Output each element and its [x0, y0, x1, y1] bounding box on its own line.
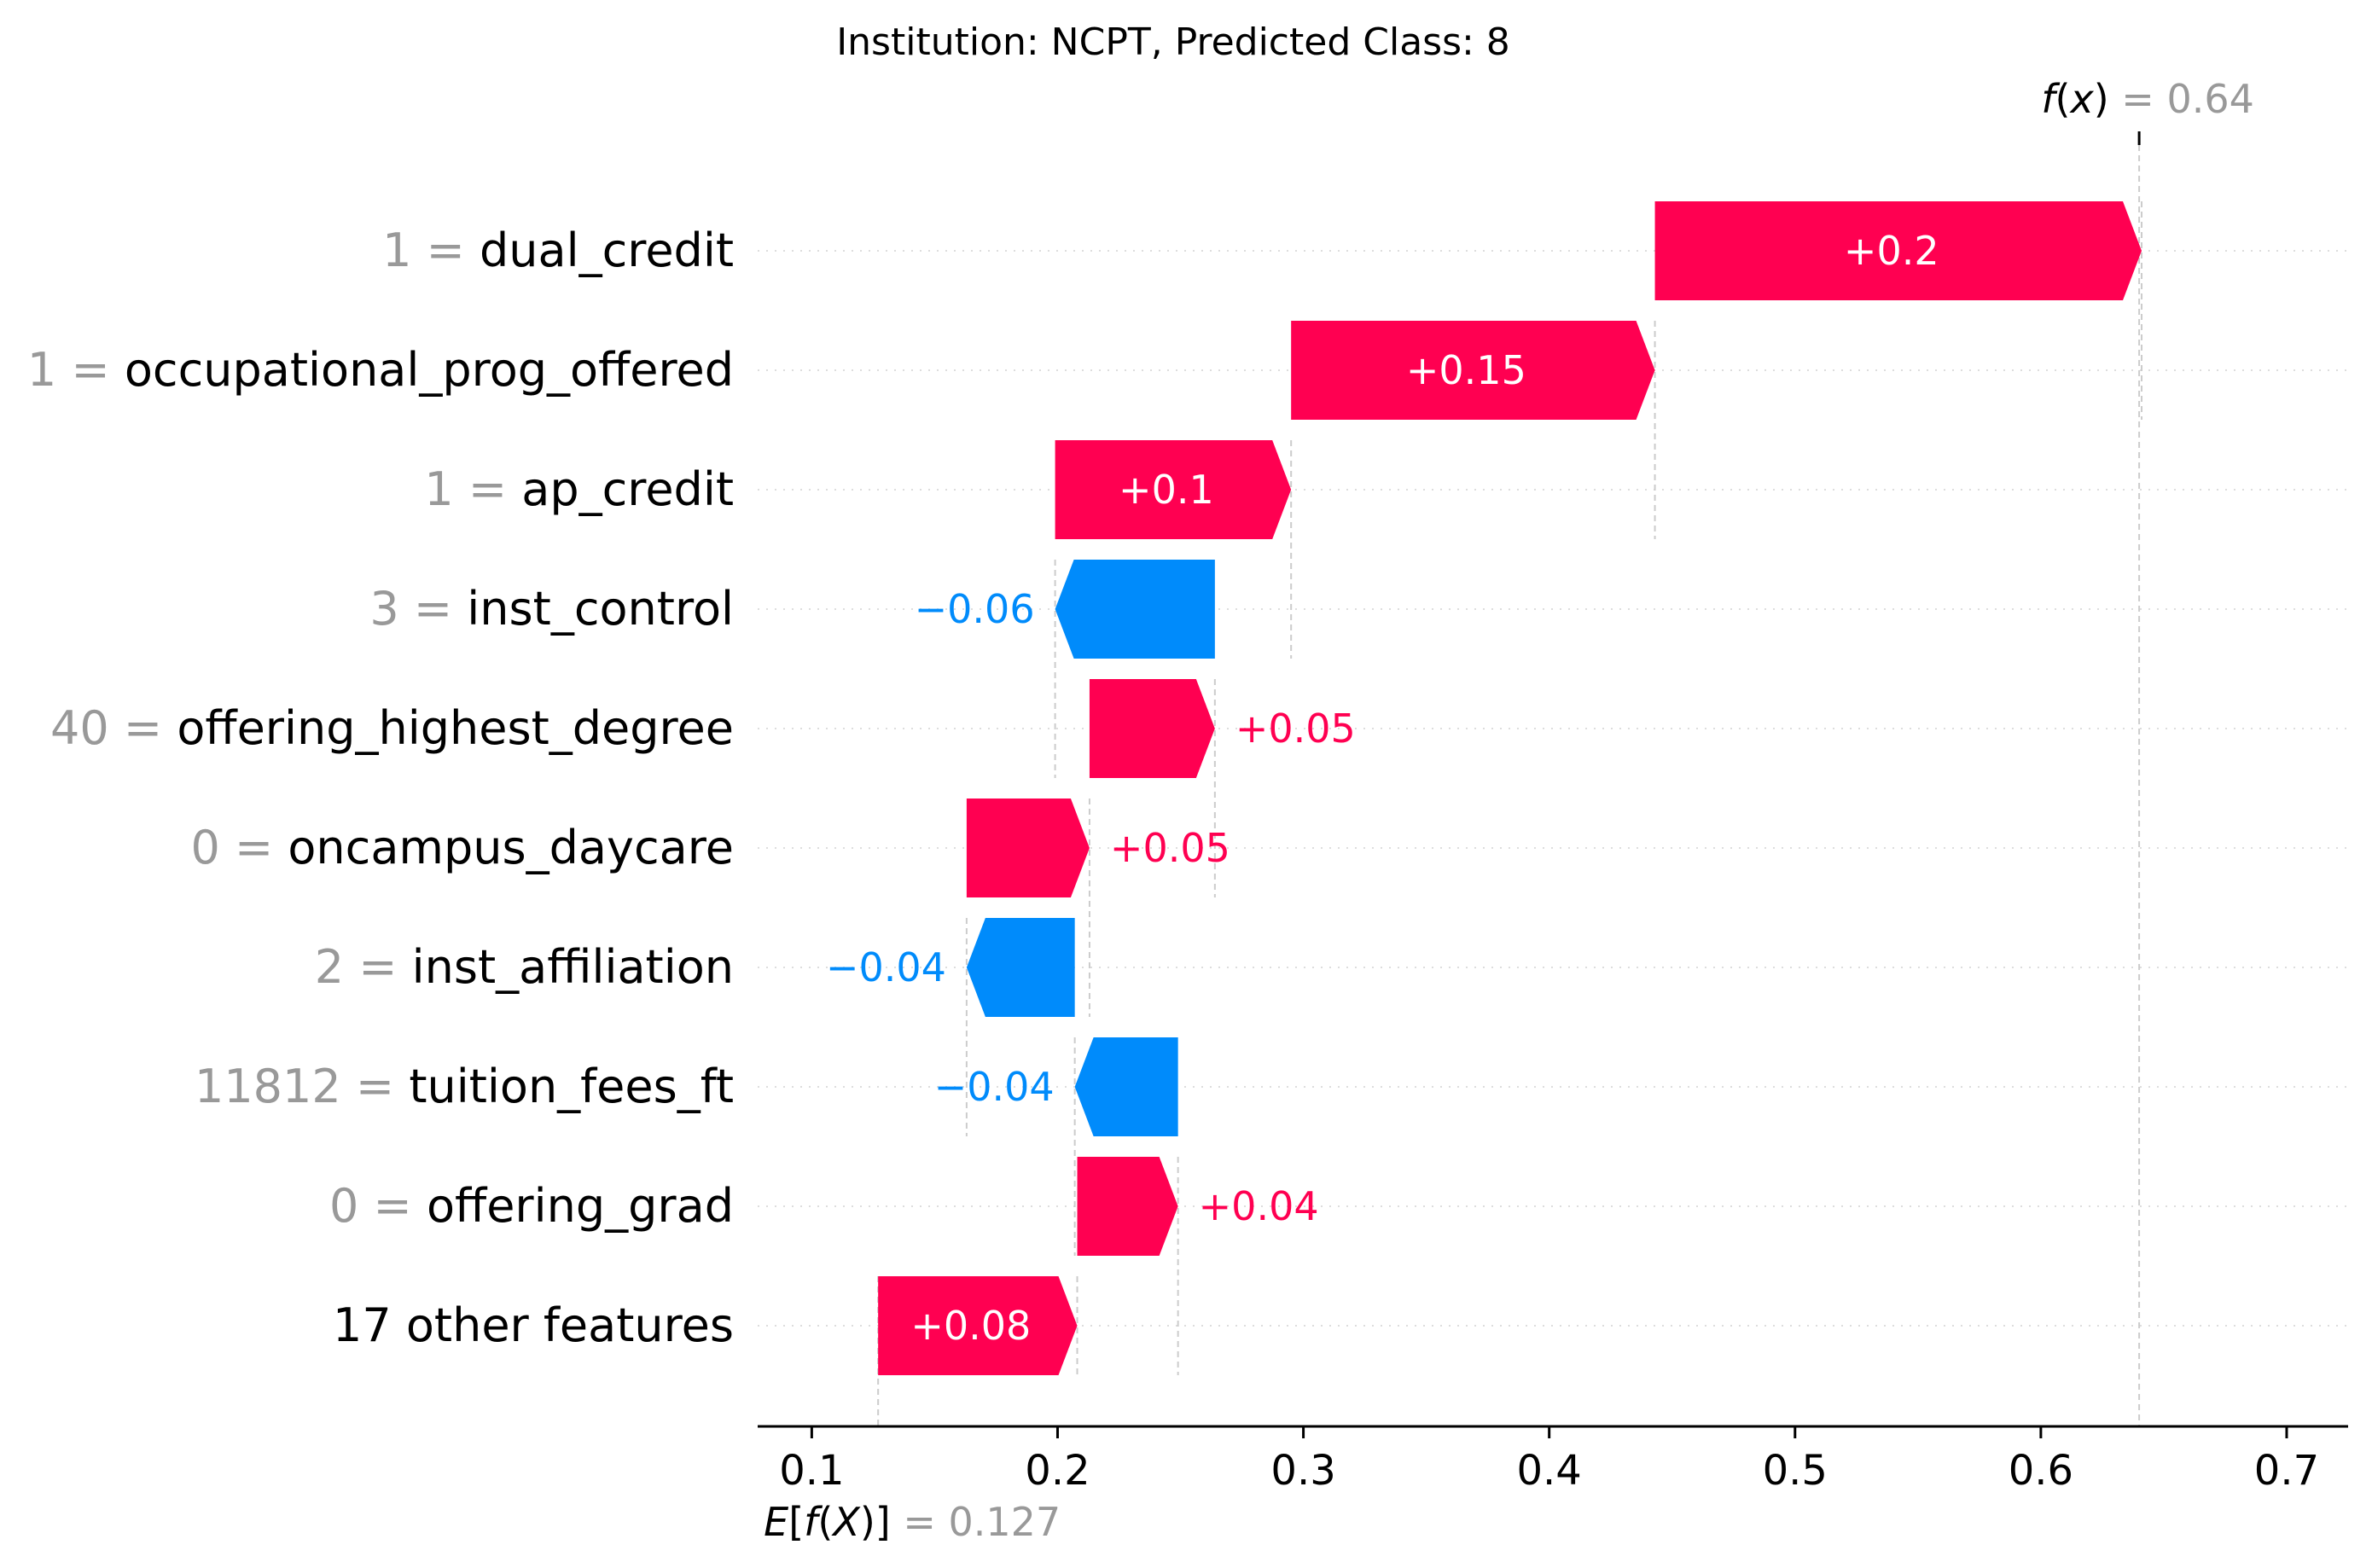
- connector-lines: [877, 131, 2142, 1426]
- expected-value-label: E[f(X)] = 0.127: [764, 1499, 1061, 1545]
- feature-label: 1 = ap_credit: [424, 462, 734, 516]
- chart-title: Institution: NCPT, Predicted Class: 8: [836, 20, 1510, 64]
- feature-label: 40 = offering_highest_degree: [50, 701, 734, 755]
- feature-value: 11812 =: [195, 1060, 409, 1113]
- bar-value-label: +0.08: [910, 1303, 1031, 1349]
- feature-name: tuition_fees_ft: [409, 1060, 734, 1113]
- feature-label: 0 = oncampus_daycare: [190, 821, 734, 874]
- feature-value: 1 =: [382, 224, 480, 277]
- positive-bar: [1077, 1157, 1178, 1256]
- fx-value: = 0.64: [2109, 76, 2254, 122]
- positive-bar: [1089, 679, 1215, 778]
- x-tick-label: 0.3: [1270, 1447, 1335, 1495]
- feature-value: 1 =: [27, 343, 125, 397]
- feature-value: 1 =: [424, 462, 521, 516]
- feature-label: 17 other features: [333, 1298, 734, 1352]
- feature-label: 3 = inst_control: [369, 582, 734, 636]
- negative-bar: [1074, 1037, 1178, 1136]
- feature-name: inst_affiliation: [412, 940, 734, 994]
- bar-value-label: −0.04: [826, 944, 946, 990]
- bar-value-label: +0.1: [1119, 467, 1214, 513]
- x-tick-label: 0.6: [2009, 1447, 2073, 1495]
- fx-annotation: f(x) = 0.64: [2041, 76, 2254, 122]
- bar-value-label: +0.2: [1844, 228, 1939, 274]
- expected-value-annotation: E[f(X)] = 0.127: [764, 1499, 1061, 1545]
- feature-name: inst_control: [467, 582, 734, 636]
- fx-label: f(x) = 0.64: [2041, 76, 2254, 122]
- bar-value-label: −0.06: [915, 586, 1035, 632]
- feature-label: 0 = offering_grad: [329, 1179, 734, 1233]
- bar-value-label: +0.05: [1110, 825, 1230, 871]
- x-tick-label: 0.4: [1517, 1447, 1582, 1495]
- feature-value: 2 =: [315, 940, 412, 994]
- bar-value-label: +0.15: [1406, 347, 1526, 393]
- x-axis: 0.1 0.2 0.3 0.4 0.5 0.6 0.7: [758, 1425, 2348, 1495]
- feature-name: offering_highest_degree: [177, 701, 734, 755]
- positive-bar: [1291, 321, 1655, 420]
- feature-value: 3 =: [369, 582, 467, 636]
- positive-bar: [1055, 440, 1292, 539]
- bar-value-label: +0.04: [1199, 1183, 1319, 1229]
- feature-value: 40 =: [50, 701, 177, 755]
- feature-name: ap_credit: [521, 462, 734, 516]
- positive-bar: [966, 799, 1090, 897]
- bar-value-label: −0.04: [934, 1064, 1055, 1110]
- x-tick-label: 0.2: [1025, 1447, 1090, 1495]
- feature-name: dual_credit: [480, 224, 734, 277]
- feature-name: 17 other features: [333, 1298, 734, 1352]
- feature-label: 1 = dual_credit: [382, 224, 734, 277]
- bar-value-label: +0.05: [1235, 706, 1356, 752]
- feature-label: 2 = inst_affiliation: [315, 940, 734, 994]
- feature-name: occupational_prog_offered: [125, 343, 734, 397]
- x-tick-label: 0.7: [2254, 1447, 2319, 1495]
- negative-bar: [1055, 560, 1215, 659]
- contribution-bars: +0.2 +0.15 +0.1 −0.06 +0.05 +0.05 −0.04 −0.04 +0…: [826, 201, 2142, 1375]
- feature-name: offering_grad: [427, 1179, 734, 1233]
- x-tick-label: 0.5: [1763, 1447, 1828, 1495]
- positive-bar: [878, 1276, 1078, 1375]
- feature-value: 0 =: [329, 1179, 427, 1233]
- expected-value: = 0.127: [891, 1499, 1061, 1545]
- positive-bar: [1654, 201, 2142, 300]
- feature-value: 0 =: [190, 821, 288, 874]
- x-tick-label: 0.1: [779, 1447, 844, 1495]
- feature-label: 1 = occupational_prog_offered: [27, 343, 734, 397]
- feature-label: 11812 = tuition_fees_ft: [195, 1060, 734, 1113]
- feature-name: oncampus_daycare: [288, 821, 734, 874]
- negative-bar: [966, 918, 1075, 1017]
